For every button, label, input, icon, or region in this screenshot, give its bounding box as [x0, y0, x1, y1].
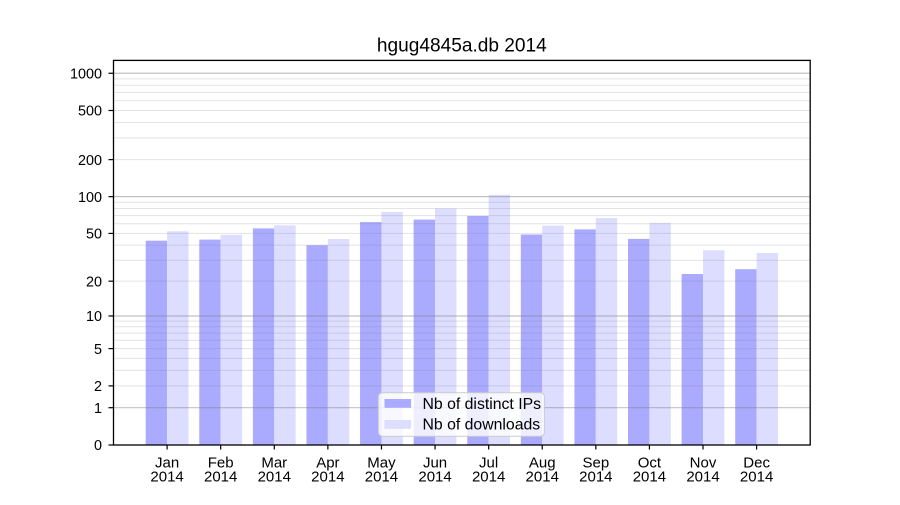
svg-text:Mar: Mar — [261, 455, 287, 472]
svg-text:5: 5 — [94, 342, 102, 358]
svg-text:Dec: Dec — [743, 455, 770, 472]
svg-text:100: 100 — [78, 190, 102, 206]
svg-text:Apr: Apr — [316, 455, 339, 472]
svg-text:Nov: Nov — [690, 455, 717, 472]
svg-text:200: 200 — [78, 153, 102, 169]
svg-text:Jul: Jul — [479, 455, 498, 472]
svg-text:2014: 2014 — [418, 469, 451, 486]
svg-text:May: May — [367, 455, 396, 472]
svg-text:2014: 2014 — [311, 469, 344, 486]
svg-text:2014: 2014 — [633, 469, 666, 486]
svg-text:Nb of distinct IPs: Nb of distinct IPs — [423, 396, 542, 413]
svg-text:20: 20 — [86, 274, 102, 290]
svg-text:2014: 2014 — [365, 469, 398, 486]
svg-text:0: 0 — [94, 438, 102, 454]
svg-text:Sep: Sep — [582, 455, 609, 472]
svg-text:1: 1 — [94, 401, 102, 417]
svg-text:Jun: Jun — [423, 455, 447, 472]
svg-text:2014: 2014 — [258, 469, 291, 486]
svg-text:2014: 2014 — [740, 469, 773, 486]
svg-text:Nb of downloads: Nb of downloads — [423, 416, 541, 433]
svg-text:2014: 2014 — [686, 469, 719, 486]
svg-text:50: 50 — [86, 227, 102, 243]
svg-text:Aug: Aug — [529, 455, 556, 472]
svg-text:Oct: Oct — [638, 455, 662, 472]
svg-text:2014: 2014 — [204, 469, 237, 486]
svg-text:500: 500 — [78, 104, 102, 120]
svg-text:1000: 1000 — [70, 66, 102, 82]
svg-text:2: 2 — [94, 379, 102, 395]
svg-text:Jan: Jan — [155, 455, 179, 472]
svg-text:2014: 2014 — [150, 469, 183, 486]
svg-text:2014: 2014 — [526, 469, 559, 486]
svg-text:2014: 2014 — [579, 469, 612, 486]
svg-text:Feb: Feb — [208, 455, 234, 472]
svg-text:2014: 2014 — [472, 469, 505, 486]
svg-text:hgug4845a.db 2014: hgug4845a.db 2014 — [377, 36, 547, 57]
svg-text:10: 10 — [86, 309, 102, 325]
